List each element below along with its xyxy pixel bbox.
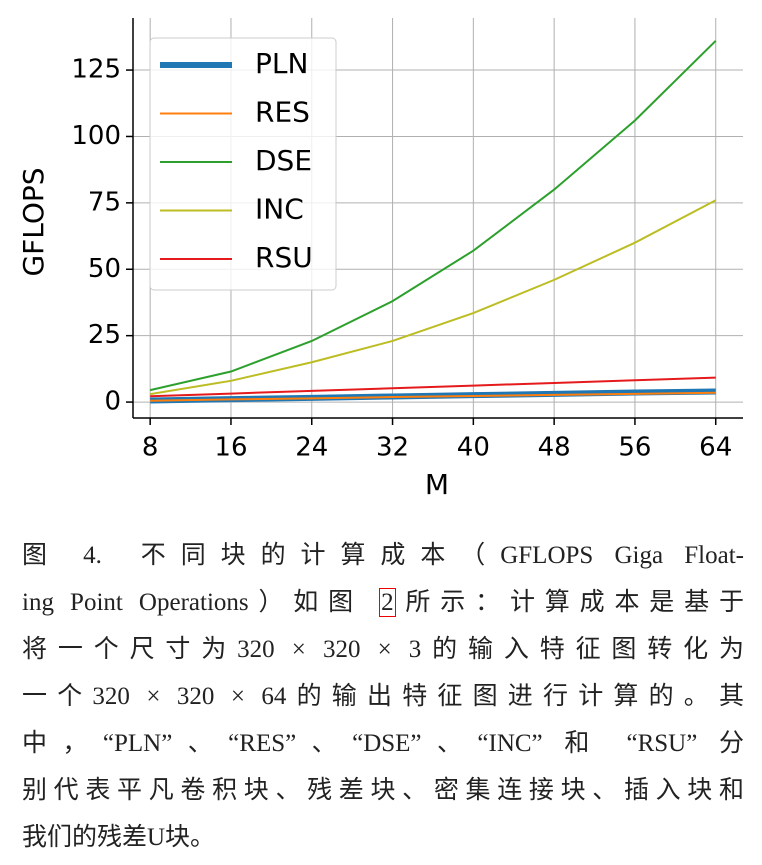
legend-label: RSU (255, 241, 313, 274)
caption: 图 4. 不同块的计算成本（GFLOPS Giga Float- ing Poin… (22, 532, 744, 861)
series-line (150, 199, 717, 396)
x-tick-label: 16 (214, 433, 247, 463)
series-line (150, 376, 716, 398)
x-tick-label: 56 (618, 433, 651, 463)
legend-label: RES (255, 96, 310, 129)
caption-label: 图 4. (22, 542, 102, 569)
y-tick-label: 50 (88, 254, 121, 284)
caption-line: 将一个尺寸为320 × 320 × 3的输入特征图转化为 (22, 636, 744, 663)
y-tick-label: 0 (104, 387, 121, 417)
caption-line: 别代表平凡卷积块、残差块、密集连接块、插入块和 (22, 777, 744, 804)
caption-text: 所示：计算成本是基于 (395, 589, 744, 616)
x-tick-label: 8 (142, 433, 159, 463)
y-tick-label: 125 (71, 55, 121, 85)
y-axis-label: GFLOPS (17, 167, 50, 276)
figure-link[interactable]: 2 (379, 588, 396, 617)
caption-text: ing Point Operations）如图 (22, 589, 380, 616)
y-tick-label: 100 (71, 121, 121, 151)
x-tick-label: 24 (295, 433, 328, 463)
x-tick-label: 40 (457, 433, 490, 463)
series-line (150, 391, 716, 402)
legend-label: PLN (255, 47, 308, 80)
legend-label: INC (255, 193, 304, 226)
chart: M GFLOPS 8 16 24 32 40 48 56 64 0 25 50 75 100 125 PLN… (17, 18, 743, 501)
legend-label: DSE (255, 144, 312, 177)
caption-line: ing Point Operations）如图 2所示：计算成本是基于 (22, 579, 744, 626)
caption-line: 中，“PLN”、“RES”、“DSE”、“INC” 和 “RSU” 分 (22, 730, 744, 757)
y-tick-label: 75 (88, 187, 121, 217)
x-tick-label: 64 (699, 433, 732, 463)
x-tick-label: 32 (376, 433, 409, 463)
legend-box (149, 37, 337, 291)
caption-line: 图 4. 不同块的计算成本（GFLOPS Giga Float- (22, 532, 744, 579)
x-axis-label: M (425, 468, 449, 501)
caption-line: 一个320 × 320 × 64的输出特征图进行计算的。其 (22, 683, 744, 710)
y-tick-label: 25 (88, 320, 121, 350)
x-tick-label: 48 (538, 433, 571, 463)
caption-text: 不同块的计算成本（GFLOPS Giga Float- (125, 542, 744, 569)
caption-line: 我们的残差U块。 (22, 824, 216, 851)
series-line (149, 40, 717, 392)
